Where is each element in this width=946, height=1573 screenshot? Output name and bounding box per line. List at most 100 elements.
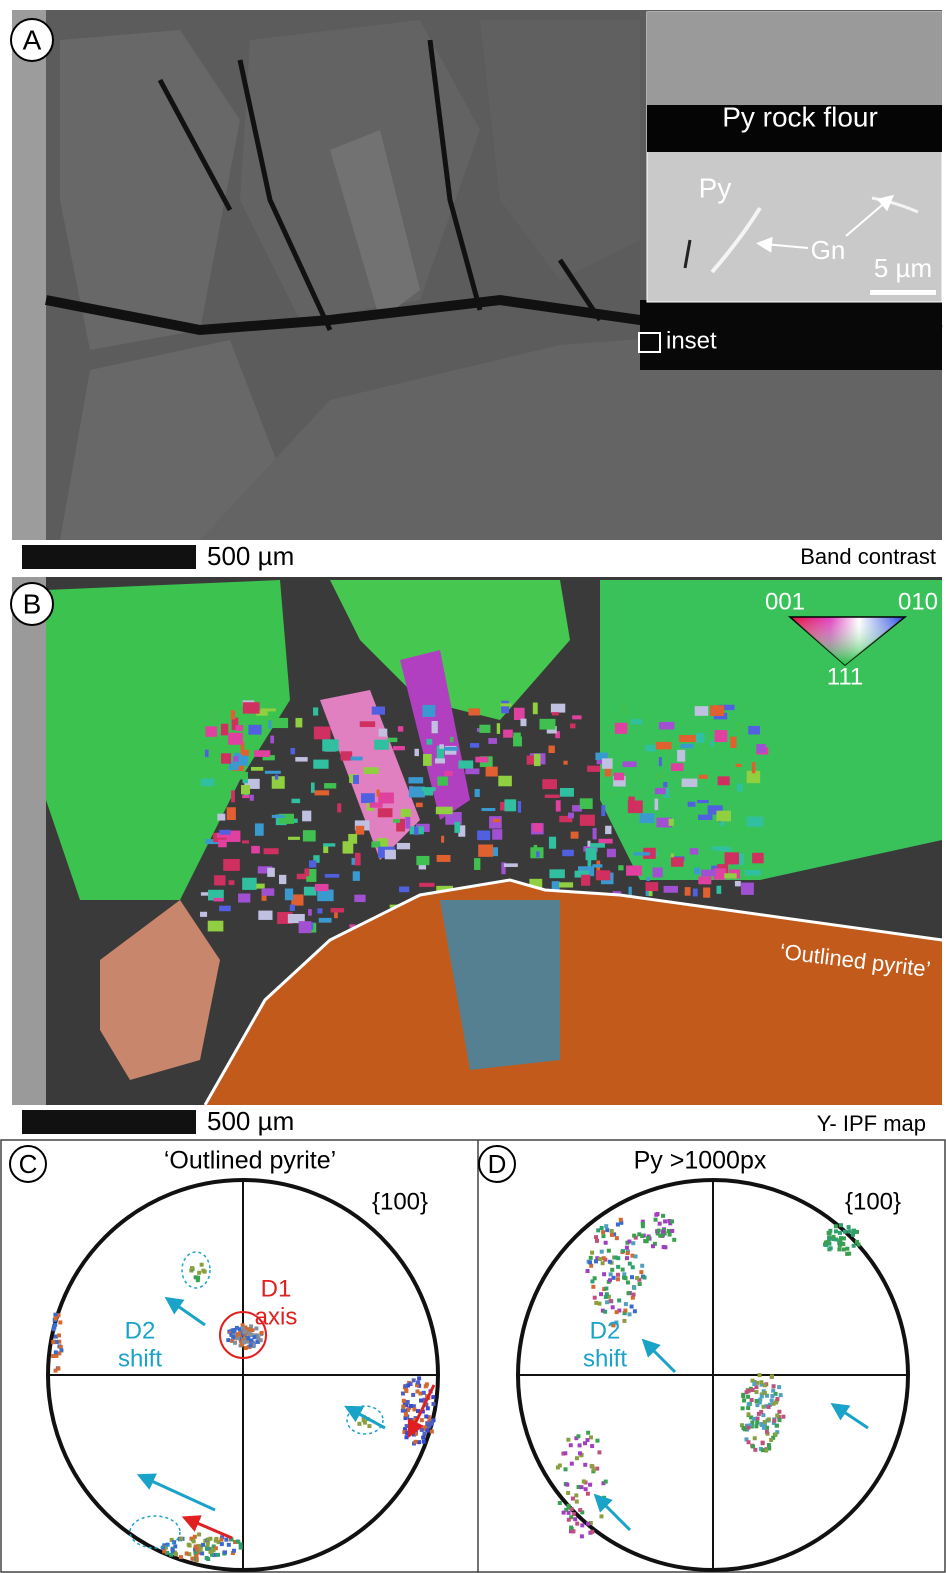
pole bbox=[627, 1291, 631, 1295]
pole bbox=[594, 1259, 598, 1263]
d2-label: D2 bbox=[125, 1317, 156, 1344]
mosaic-grain bbox=[299, 921, 312, 933]
mosaic-grain bbox=[242, 750, 249, 756]
mosaic-grain bbox=[493, 819, 500, 822]
mosaic-grain bbox=[598, 839, 612, 844]
pole bbox=[235, 1326, 239, 1330]
pole bbox=[597, 1450, 601, 1454]
pole bbox=[205, 1547, 209, 1551]
mosaic-grain bbox=[756, 744, 765, 753]
pole bbox=[628, 1312, 632, 1316]
pole bbox=[627, 1240, 631, 1244]
pole bbox=[827, 1231, 831, 1235]
pole bbox=[747, 1389, 751, 1393]
mosaic-grain bbox=[656, 773, 665, 779]
mosaic-grain bbox=[372, 707, 385, 715]
mosaic-grain bbox=[370, 802, 383, 807]
pole bbox=[758, 1373, 762, 1377]
mosaic-grain bbox=[416, 856, 429, 865]
pole bbox=[605, 1292, 609, 1296]
pole bbox=[192, 1539, 196, 1543]
pole bbox=[224, 1538, 228, 1542]
pole bbox=[761, 1448, 765, 1452]
mosaic-grain bbox=[374, 740, 389, 750]
pole bbox=[241, 1326, 245, 1330]
pole bbox=[179, 1537, 183, 1541]
mosaic-grain bbox=[441, 836, 444, 843]
inset-label: Gn bbox=[811, 235, 846, 265]
mosaic-grain bbox=[580, 798, 593, 809]
mosaic-grain bbox=[223, 859, 240, 871]
mosaic-grain bbox=[308, 909, 312, 916]
mosaic-grain bbox=[323, 845, 328, 853]
mosaic-grain bbox=[693, 889, 698, 897]
pole bbox=[424, 1384, 428, 1388]
pole bbox=[233, 1341, 237, 1345]
mosaic-grain bbox=[229, 880, 235, 885]
mosaic-grain bbox=[588, 857, 592, 867]
pole bbox=[763, 1383, 767, 1387]
panel-label: C bbox=[19, 1149, 38, 1179]
mosaic-grain bbox=[242, 878, 257, 890]
pole bbox=[582, 1479, 586, 1483]
pole bbox=[220, 1542, 224, 1546]
mosaic-grain bbox=[371, 841, 380, 847]
mosaic-grain bbox=[378, 793, 394, 804]
pole bbox=[53, 1323, 57, 1327]
inset-scale-label: 5 µm bbox=[874, 253, 932, 283]
pole bbox=[596, 1228, 600, 1232]
inset-label: Py bbox=[699, 172, 732, 203]
pole bbox=[832, 1235, 836, 1239]
pole bbox=[753, 1448, 757, 1452]
mosaic-grain bbox=[205, 726, 217, 736]
mosaic-grain bbox=[401, 809, 411, 817]
pole bbox=[762, 1426, 766, 1430]
mosaic-grain bbox=[221, 753, 231, 763]
pole bbox=[420, 1428, 424, 1432]
pole bbox=[621, 1249, 625, 1253]
mosaic-grain bbox=[551, 704, 565, 713]
mosaic-grain bbox=[504, 863, 518, 867]
pole bbox=[57, 1333, 61, 1337]
mosaic-grain bbox=[481, 808, 495, 811]
pole bbox=[774, 1432, 778, 1436]
mosaic-grain bbox=[272, 815, 285, 818]
pole bbox=[834, 1229, 838, 1233]
mosaic-grain bbox=[214, 875, 225, 885]
mosaic-grain bbox=[279, 875, 286, 884]
mosaic-grain bbox=[437, 855, 451, 862]
pole bbox=[415, 1389, 419, 1393]
pole bbox=[663, 1219, 667, 1223]
mosaic-grain bbox=[422, 705, 435, 717]
pole bbox=[558, 1501, 562, 1505]
pole bbox=[190, 1266, 194, 1270]
mosaic-grain bbox=[319, 918, 332, 923]
mosaic-grain bbox=[725, 852, 739, 864]
pole bbox=[777, 1410, 781, 1414]
pole bbox=[750, 1398, 754, 1402]
pole bbox=[193, 1551, 197, 1555]
figure: Py rock flour Py Gn 5 µm inset A 500 µm … bbox=[0, 0, 946, 1573]
pole bbox=[227, 1543, 231, 1547]
rock-flour-texture bbox=[647, 12, 942, 105]
pole bbox=[634, 1254, 638, 1258]
ipf-key-label: 111 bbox=[827, 663, 863, 690]
pole bbox=[755, 1399, 759, 1403]
mosaic-grain bbox=[699, 775, 708, 779]
pole bbox=[656, 1212, 660, 1216]
mosaic-grain bbox=[470, 743, 479, 748]
vein-strip bbox=[12, 577, 46, 1105]
pole bbox=[852, 1244, 856, 1248]
pole bbox=[194, 1545, 198, 1549]
mosaic-grain bbox=[314, 790, 329, 795]
mosaic-grain bbox=[393, 819, 400, 823]
ipf-key-label: 001 bbox=[765, 588, 805, 615]
pole bbox=[842, 1247, 846, 1251]
pole bbox=[580, 1523, 584, 1527]
pole bbox=[632, 1234, 636, 1238]
pole bbox=[619, 1218, 623, 1222]
mosaic-grain bbox=[478, 844, 493, 856]
mosaic-grain bbox=[488, 738, 497, 744]
pole bbox=[580, 1534, 584, 1538]
mosaic-grain bbox=[745, 870, 761, 875]
